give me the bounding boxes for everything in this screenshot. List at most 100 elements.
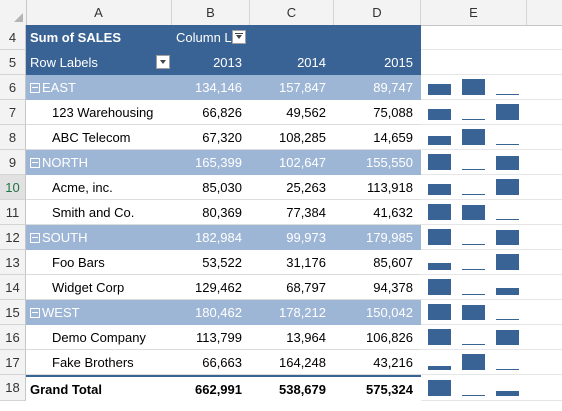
row-header-9[interactable]: 9	[0, 150, 26, 175]
row-header-16[interactable]: 16	[0, 325, 26, 350]
value-cell-2015[interactable]: 106,826	[366, 330, 413, 345]
year-header-2014[interactable]: 2014	[297, 55, 326, 70]
column-filter-dropdown-icon[interactable]	[232, 30, 246, 44]
item-label-cell[interactable]: 123 Warehousing	[26, 100, 172, 124]
row-header-7[interactable]: 7	[0, 100, 26, 125]
value-cell-2014[interactable]: 108,285	[279, 130, 326, 145]
value-cell-2015[interactable]: 150,042	[366, 305, 413, 320]
value-cell-2014[interactable]: 164,248	[279, 355, 326, 370]
value-cell-2013[interactable]: 85,030	[202, 180, 242, 195]
value-cell-2013[interactable]: 113,799	[195, 330, 242, 345]
gridline	[421, 374, 562, 375]
collapse-icon[interactable]	[30, 82, 40, 93]
select-all-corner[interactable]	[0, 0, 27, 25]
grand-total-row: Grand Total 662,991 538,679 575,324	[26, 375, 421, 401]
value-cell-2015[interactable]: 43,216	[373, 355, 413, 370]
row-header-11[interactable]: 11	[0, 200, 26, 225]
item-label-cell[interactable]: ABC Telecom	[26, 125, 172, 149]
row-header-17[interactable]: 17	[0, 350, 26, 375]
row-header-13[interactable]: 13	[0, 250, 26, 275]
value-cell-2013[interactable]: 66,663	[202, 355, 242, 370]
sparkline-bar	[496, 254, 519, 270]
gridline	[421, 249, 562, 250]
sparkline-bar	[496, 369, 519, 370]
region-label-cell[interactable]: WEST	[26, 300, 172, 325]
row-header-6[interactable]: 6	[0, 75, 26, 100]
row-header-8[interactable]: 8	[0, 125, 26, 150]
value-cell-2013[interactable]: 129,462	[195, 280, 242, 295]
region-row: NORTH 165,399 102,647 155,550	[26, 150, 421, 175]
value-cell-2014[interactable]: 102,647	[279, 155, 326, 170]
collapse-icon[interactable]	[30, 232, 40, 243]
column-header-a[interactable]: A	[26, 0, 172, 25]
year-header-2013[interactable]: 2013	[213, 55, 242, 70]
item-row: Widget Corp 129,462 68,797 94,378	[26, 275, 421, 300]
row-header-12[interactable]: 12	[0, 225, 26, 250]
collapse-icon[interactable]	[30, 307, 40, 318]
value-cell-2013[interactable]: 182,984	[195, 230, 242, 245]
value-cell-2015[interactable]: 85,607	[373, 255, 413, 270]
item-label-cell[interactable]: Fake Brothers	[26, 350, 172, 374]
row-header-15[interactable]: 15	[0, 300, 26, 325]
row-filter-dropdown-icon[interactable]	[156, 55, 170, 69]
sparkline-bar	[462, 344, 485, 345]
value-cell-2015[interactable]: 155,550	[366, 155, 413, 170]
row-header-18[interactable]: 18	[0, 375, 26, 401]
row-header-4[interactable]: 4	[0, 25, 26, 50]
row-header-14[interactable]: 14	[0, 275, 26, 300]
gridline	[421, 274, 562, 275]
item-label-cell[interactable]: Demo Company	[26, 325, 172, 349]
row-header-10[interactable]: 10	[0, 175, 26, 200]
column-header-d[interactable]: D	[334, 0, 421, 25]
column-header-e[interactable]: E	[421, 0, 527, 25]
column-header-b[interactable]: B	[172, 0, 250, 25]
value-cell-2013[interactable]: 165,399	[195, 155, 242, 170]
sparkline-bar	[462, 395, 485, 396]
item-label-cell[interactable]: Smith and Co.	[26, 200, 172, 224]
value-cell-2013[interactable]: 80,369	[202, 205, 242, 220]
value-cell-2015[interactable]: 575,324	[366, 382, 413, 397]
row-labels-header[interactable]: Row Labels	[26, 50, 172, 75]
value-cell-2014[interactable]: 49,562	[286, 105, 326, 120]
value-cell-2015[interactable]: 94,378	[373, 280, 413, 295]
region-label-cell[interactable]: NORTH	[26, 150, 172, 175]
value-cell-2015[interactable]: 14,659	[373, 130, 413, 145]
value-cell-2014[interactable]: 157,847	[279, 80, 326, 95]
grand-total-label-cell[interactable]: Grand Total	[26, 377, 172, 401]
value-cell-2014[interactable]: 31,176	[286, 255, 326, 270]
value-cell-2014[interactable]: 178,212	[279, 305, 326, 320]
sparkline-bar	[462, 294, 485, 295]
column-header-c[interactable]: C	[250, 0, 334, 25]
row-header-5[interactable]: 5	[0, 50, 26, 75]
value-cell-2015[interactable]: 75,088	[373, 105, 413, 120]
value-cell-2015[interactable]: 179,985	[366, 230, 413, 245]
value-cell-2013[interactable]: 53,522	[202, 255, 242, 270]
value-cell-2014[interactable]: 77,384	[286, 205, 326, 220]
column-header-f[interactable]	[527, 0, 562, 25]
value-cell-2013[interactable]: 662,991	[195, 382, 242, 397]
item-label-cell[interactable]: Widget Corp	[26, 275, 172, 299]
value-cell-2015[interactable]: 89,747	[373, 80, 413, 95]
item-label: Widget Corp	[52, 280, 125, 295]
region-label-cell[interactable]: SOUTH	[26, 225, 172, 250]
sparkline-bar	[462, 194, 485, 195]
value-cell-2013[interactable]: 180,462	[195, 305, 242, 320]
value-cell-2014[interactable]: 13,964	[286, 330, 326, 345]
value-field-label[interactable]: Sum of SALES	[30, 30, 122, 45]
year-header-2015[interactable]: 2015	[384, 55, 413, 70]
value-cell-2013[interactable]: 134,146	[195, 80, 242, 95]
value-cell-2014[interactable]: 99,973	[286, 230, 326, 245]
item-label-cell[interactable]: Foo Bars	[26, 250, 172, 274]
region-label-cell[interactable]: EAST	[26, 75, 172, 100]
collapse-icon[interactable]	[30, 157, 40, 168]
value-cell-2013[interactable]: 66,826	[202, 105, 242, 120]
item-label-cell[interactable]: Acme, inc.	[26, 175, 172, 199]
value-cell-2013[interactable]: 67,320	[202, 130, 242, 145]
value-cell-2014[interactable]: 538,679	[279, 382, 326, 397]
value-cell-2015[interactable]: 41,632	[373, 205, 413, 220]
value-cell-2015[interactable]: 113,918	[366, 180, 413, 195]
value-cell-2014[interactable]: 25,263	[286, 180, 326, 195]
column-labels-header[interactable]: Column L	[172, 25, 262, 50]
value-cell-2014[interactable]: 68,797	[286, 280, 326, 295]
sparkline-bar	[462, 269, 485, 270]
